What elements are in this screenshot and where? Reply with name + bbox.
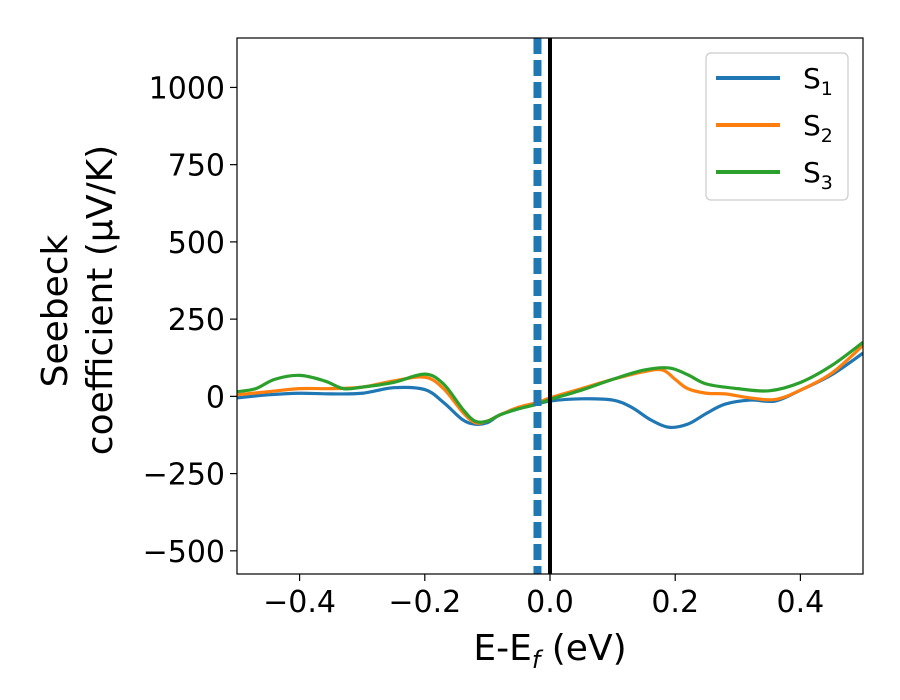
legend-label-1: S1 — [803, 62, 833, 100]
y-tick-label: 1000 — [149, 71, 225, 106]
y-axis-label-line2: coefficient (μV/K) — [80, 145, 121, 455]
y-axis: −500 −250 0 250 500 750 1000 — [143, 71, 237, 570]
y-axis-label: Seebeck coefficient (μV/K) — [35, 145, 121, 455]
y-tick-label: −250 — [143, 458, 225, 493]
reference-lines — [533, 38, 552, 574]
x-axis-label: E-Ef (eV) — [473, 628, 626, 674]
y-tick-label: 0 — [206, 380, 225, 415]
x-tick-label: −0.4 — [263, 585, 336, 620]
x-tick-label: 0.2 — [651, 585, 699, 620]
y-tick-label: 250 — [168, 303, 225, 338]
y-axis-label-line1: Seebeck — [35, 234, 76, 387]
series-line-3 — [237, 341, 863, 424]
y-tick-label: 500 — [168, 226, 225, 261]
x-tick-label: 0.4 — [777, 585, 825, 620]
x-tick-label: 0.0 — [526, 585, 574, 620]
x-axis: −0.4 −0.2 0.0 0.2 0.4 — [263, 574, 824, 620]
y-tick-label: 750 — [168, 149, 225, 184]
legend-label-2: S2 — [803, 109, 833, 147]
legend: S1 S2 S3 — [705, 52, 849, 201]
x-tick-label: −0.2 — [388, 585, 461, 620]
legend-label-3: S3 — [803, 156, 833, 194]
plot-area — [237, 341, 863, 430]
y-tick-label: −500 — [143, 535, 225, 570]
